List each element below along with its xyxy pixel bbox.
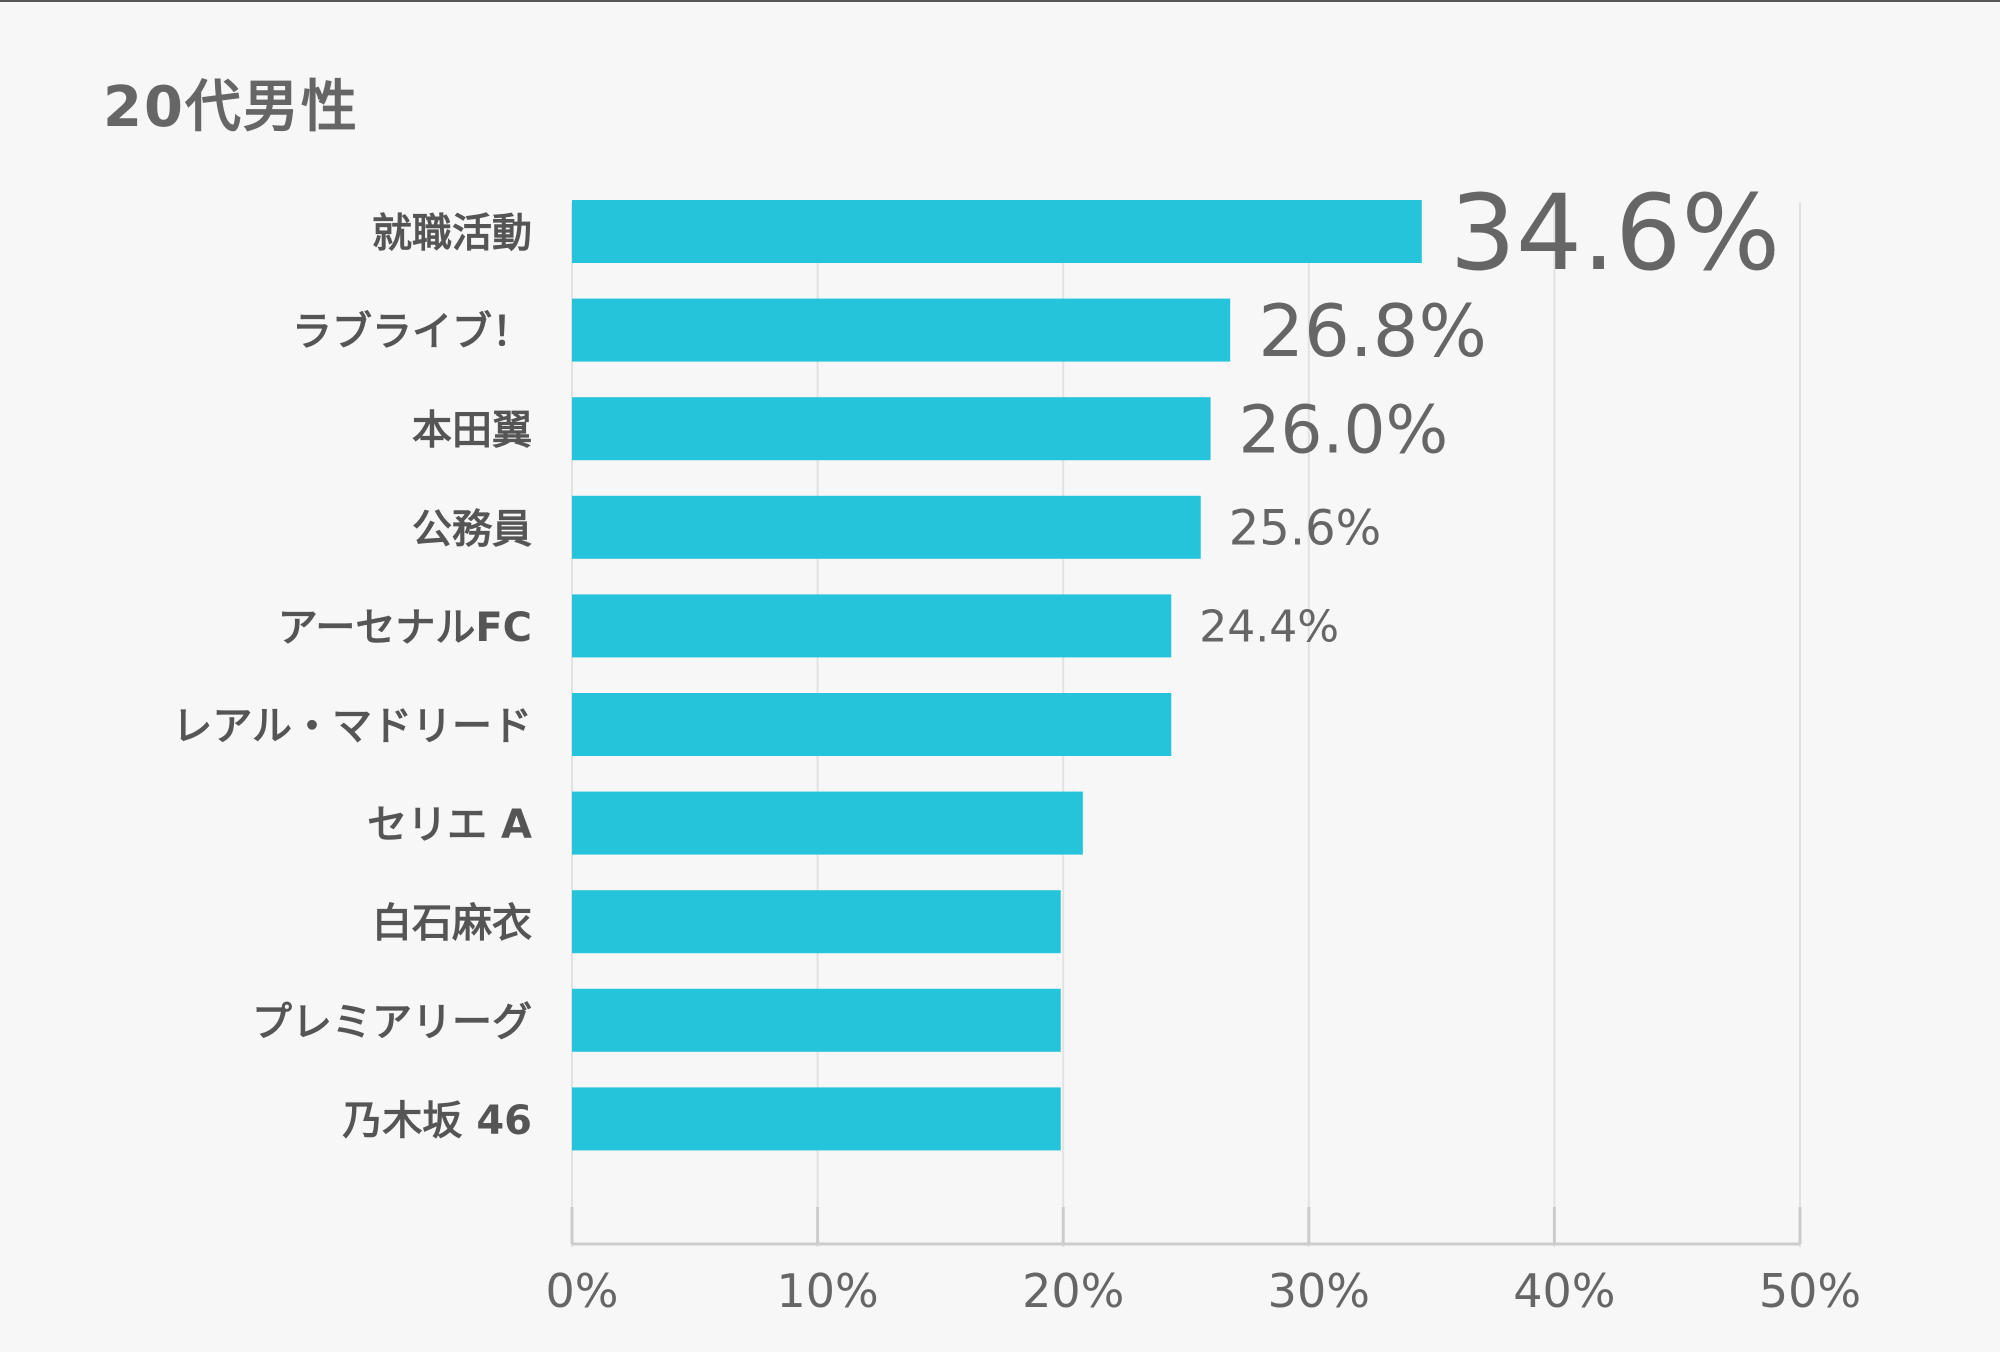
category-label: 本田翼: [412, 408, 532, 454]
bar: [572, 988, 1061, 1052]
x-tick-label: 40%: [1513, 1264, 1615, 1318]
category-label: アーセナルFC: [278, 605, 532, 651]
category-label: プレミアリーグ: [252, 999, 532, 1045]
category-label: 乃木坂 46: [342, 1098, 532, 1144]
x-tick-label: 20%: [1022, 1264, 1124, 1318]
category-label: セリエ A: [367, 802, 532, 848]
bar: [572, 693, 1172, 756]
category-label: レアル・マドリード: [172, 704, 532, 750]
category-label: 公務員: [412, 506, 532, 552]
chart-title: 20代男性: [103, 75, 359, 140]
x-tick-label: 0%: [546, 1264, 619, 1318]
bar: [572, 495, 1201, 559]
bar: [572, 200, 1422, 263]
category-label: 白石麻衣: [372, 901, 532, 947]
bar: [572, 791, 1083, 855]
x-tick-label: 50%: [1759, 1264, 1861, 1318]
data-label: 24.4%: [1199, 602, 1339, 653]
bar: [572, 1087, 1061, 1151]
bar: [572, 890, 1061, 954]
data-label: 26.0%: [1239, 391, 1449, 468]
bar: [572, 298, 1231, 362]
x-tick-label: 30%: [1268, 1264, 1370, 1318]
data-label: 26.8%: [1258, 289, 1487, 373]
bar: [572, 594, 1172, 658]
category-label: ラブライブ！: [292, 309, 532, 355]
data-label: 25.6%: [1229, 501, 1381, 557]
x-tick-label: 10%: [776, 1264, 878, 1318]
data-label: 34.6%: [1450, 172, 1780, 294]
category-label: 就職活動: [372, 211, 532, 257]
bar: [572, 397, 1211, 461]
